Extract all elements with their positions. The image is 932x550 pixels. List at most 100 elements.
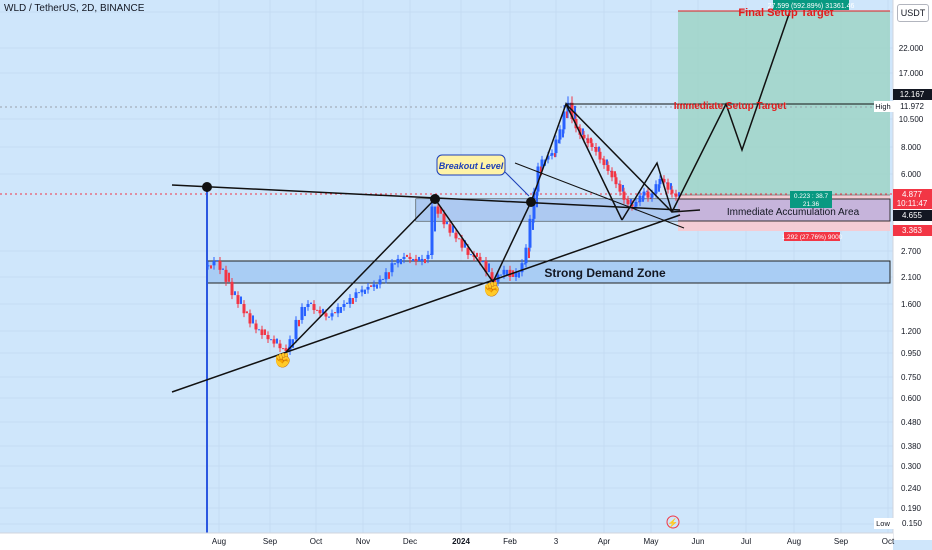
candle-body [630, 204, 634, 207]
y-tick-label: 0.380 [901, 442, 922, 451]
candle [278, 339, 284, 353]
candle [330, 309, 336, 321]
small-triangle [621, 161, 701, 221]
thumbs-up-icon: ✊ [274, 352, 291, 369]
candle-body [436, 206, 440, 214]
annotation-label: Breakout Level [439, 161, 504, 171]
candle-body [598, 151, 602, 160]
y-tick-label: 0.600 [901, 394, 922, 403]
candle-body [284, 348, 288, 352]
candle-body [514, 272, 518, 277]
candle [372, 280, 378, 291]
candle [230, 277, 236, 300]
lightning-icon-glyph: ⚡ [667, 517, 678, 529]
candle-body [294, 319, 298, 340]
candle [236, 291, 242, 308]
candle-body [606, 165, 610, 171]
x-tick-label: Dec [403, 537, 417, 546]
candle-body [646, 191, 650, 198]
price-badge-label: 11.972 [900, 102, 924, 111]
time-axis-bg [0, 533, 893, 550]
candle-body [670, 183, 672, 190]
candle-body [352, 297, 354, 304]
candle [536, 162, 542, 196]
candle-body [494, 280, 496, 282]
candle-body [418, 256, 420, 262]
candle-body [378, 279, 382, 285]
candle-body [508, 269, 512, 277]
candle-body [276, 338, 278, 344]
candle-body [558, 139, 560, 144]
accumulation-zone-left [416, 199, 678, 221]
zones [0, 10, 893, 540]
candle [520, 259, 526, 277]
candle [602, 155, 608, 169]
candle-body [506, 269, 508, 276]
candle-body [282, 348, 284, 350]
price-badge-tag [874, 518, 893, 529]
y-tick-label: 2.700 [901, 247, 922, 256]
candle [622, 187, 628, 204]
candle [408, 252, 414, 264]
x-tick-label: Aug [212, 537, 226, 546]
candle-body [500, 274, 502, 276]
candle [598, 148, 604, 164]
candle-body [490, 272, 494, 282]
candle [218, 256, 224, 275]
position-badge [790, 191, 832, 208]
candle-body [424, 258, 426, 264]
candle-body [606, 159, 608, 166]
candle-body [590, 137, 592, 144]
price-badge [893, 225, 932, 236]
candle-body [430, 206, 434, 255]
candle-body [650, 197, 652, 199]
candle-body [306, 304, 310, 307]
candle-body [622, 191, 626, 200]
price-badge-sublabel: 10:11:47 [897, 199, 928, 208]
candle-body [312, 304, 316, 311]
wedge-upper-line [565, 103, 673, 213]
candle [430, 202, 436, 260]
candle [614, 173, 620, 189]
candle-body [582, 128, 584, 135]
annotation-label: Immediate Accumulation Area [727, 207, 860, 218]
candle-body [666, 182, 670, 190]
candle-body [330, 313, 334, 317]
candle [306, 300, 312, 311]
candle-body [626, 198, 628, 200]
candle [554, 135, 560, 157]
candle-body [460, 238, 464, 248]
candle-body [358, 292, 360, 294]
x-tick-label: Feb [503, 537, 517, 546]
candle-body [278, 343, 282, 349]
candle-body [670, 189, 674, 194]
candle [212, 256, 218, 270]
candle-body [322, 308, 324, 314]
candle [490, 268, 496, 286]
candle-body [248, 313, 252, 324]
candle [224, 265, 230, 286]
thumbs-up-icon: ✊ [483, 281, 500, 298]
y-tick-label: 0.950 [901, 349, 922, 358]
y-tick-label: 10.500 [899, 115, 924, 124]
x-tick-label: Aug [787, 537, 801, 546]
candle-body [464, 240, 466, 248]
candle-body [384, 272, 388, 280]
candle-body [540, 166, 542, 176]
candle-body [622, 184, 624, 192]
candle-body [224, 269, 228, 282]
candle-body [614, 177, 618, 185]
candle [378, 275, 384, 289]
candle-body [478, 256, 482, 262]
currency-button[interactable]: USDT [897, 4, 929, 22]
candle-body [614, 171, 616, 178]
candle-body [602, 158, 604, 160]
trend-lines: ✊✊ [171, 10, 890, 393]
candle-body [240, 296, 242, 304]
price-badge-label: 3.363 [902, 226, 923, 235]
candle-body [414, 258, 418, 262]
candle-body [394, 263, 396, 265]
y-tick-label: 2.100 [901, 273, 922, 282]
